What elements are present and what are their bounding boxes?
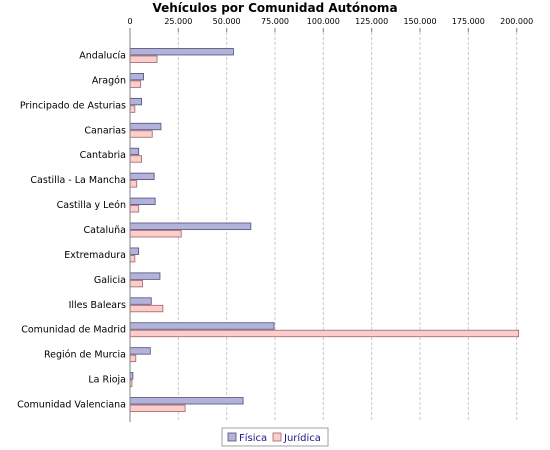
x-axis-ticks: 0 25.000 50.000 75.000 100.000 125.000 150.000… <box>127 17 533 32</box>
bar-fisica <box>129 197 156 205</box>
bar-juridica <box>129 155 142 163</box>
x-tick-label: 150.000 <box>403 17 436 26</box>
category-label: Cantabria <box>80 150 126 161</box>
bar-juridica <box>129 80 142 88</box>
bar-juridica <box>129 279 143 288</box>
bar-juridica <box>129 180 138 188</box>
category-label: Andalucía <box>79 50 126 61</box>
x-tick-label: 25.000 <box>164 17 192 26</box>
x-tick-label: 100.000 <box>307 17 340 26</box>
category-labels: Andalucía Aragón Principado de Asturias Can… <box>17 50 126 410</box>
legend-swatch <box>272 432 282 442</box>
bar-juridica <box>129 130 153 138</box>
category-label: Aragón <box>92 75 126 86</box>
bar-juridica <box>129 55 158 63</box>
bar-juridica <box>129 255 136 263</box>
category-label: Comunidad de Madrid <box>21 325 126 336</box>
category-label: Principado de Asturias <box>20 100 126 111</box>
bar-juridica <box>129 354 137 363</box>
bar-fisica <box>129 347 151 355</box>
x-tick-label: 0 <box>127 17 132 26</box>
bar-fisica <box>129 322 275 330</box>
chart-title: Vehículos por Comunidad Autónoma <box>152 1 397 15</box>
bar-fisica <box>129 222 252 230</box>
bar-fisica <box>129 297 152 305</box>
bar-fisica <box>129 247 140 255</box>
category-label: Comunidad Valenciana <box>17 400 126 411</box>
bar-fisica <box>129 272 161 280</box>
legend: Física Jurídica <box>221 427 329 447</box>
bars <box>129 48 520 412</box>
legend-label: Física <box>239 432 267 444</box>
bar-juridica <box>129 304 164 313</box>
bar-juridica <box>129 230 182 238</box>
category-label: Extremadura <box>64 250 126 261</box>
bar-fisica <box>129 122 162 131</box>
bar-juridica <box>129 404 186 412</box>
bar-fisica <box>129 48 234 56</box>
bar-fisica <box>129 397 244 405</box>
category-label: Castilla y León <box>57 200 126 211</box>
category-label: Canarias <box>84 125 126 136</box>
x-tick-label: 50.000 <box>213 17 241 26</box>
x-tick-label: 175.000 <box>452 17 485 26</box>
bar-fisica <box>129 172 155 181</box>
x-tick-label: 200.000 <box>500 17 533 26</box>
category-label: Galicia <box>94 275 126 286</box>
bar-fisica <box>129 147 140 156</box>
category-label: Región de Murcia <box>44 350 126 361</box>
grid-lines <box>177 32 518 422</box>
category-label: Castilla - La Mancha <box>30 175 126 186</box>
legend-label: Jurídica <box>283 432 321 444</box>
category-label: La Rioja <box>88 375 126 386</box>
bar-juridica <box>129 105 136 113</box>
bar-fisica <box>129 73 144 81</box>
bar-juridica <box>129 205 140 213</box>
bar-fisica <box>129 97 142 106</box>
category-label: Cataluña <box>83 225 126 236</box>
legend-swatch <box>227 432 237 442</box>
x-tick-label: 75.000 <box>261 17 289 26</box>
x-tick-label: 125.000 <box>355 17 388 26</box>
bar-juridica <box>129 329 520 338</box>
category-label: Illes Balears <box>69 300 126 311</box>
